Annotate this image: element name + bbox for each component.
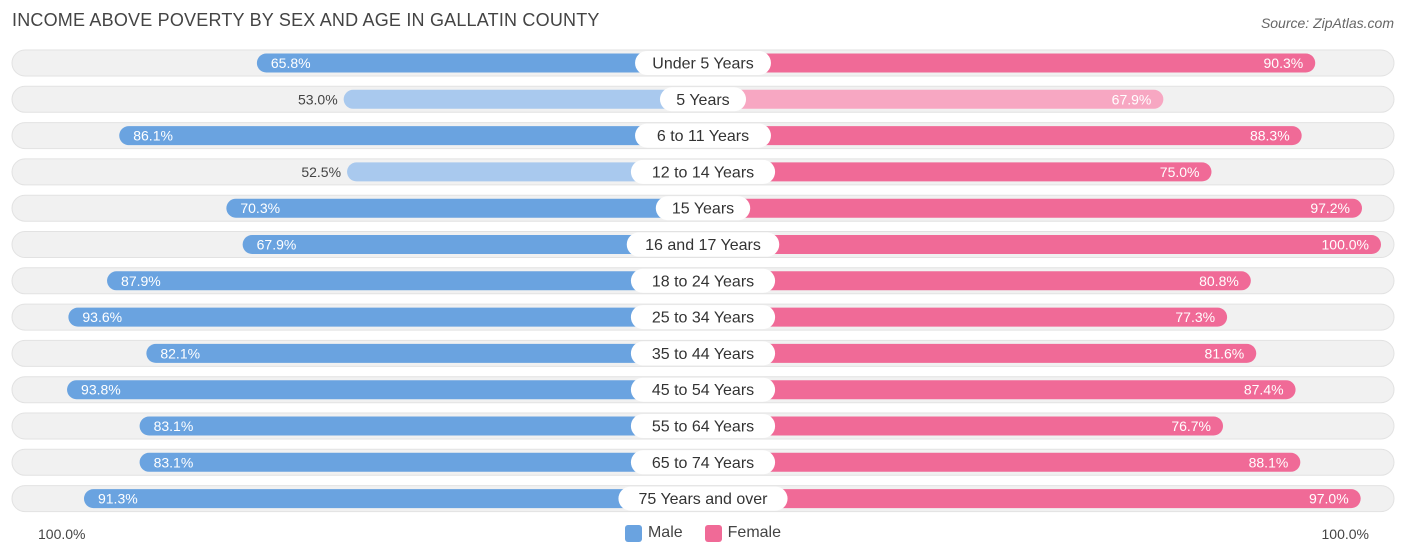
category-label: 18 to 24 Years — [652, 273, 754, 290]
category-pill — [659, 87, 747, 112]
female-value-label: 88.3% — [1250, 128, 1290, 144]
male-value-label: 82.1% — [160, 345, 200, 361]
female-bar — [703, 89, 1164, 109]
category-label: 15 Years — [672, 201, 734, 218]
female-bar — [703, 235, 1381, 254]
category-pill — [630, 377, 776, 402]
category-pill — [635, 123, 771, 148]
category-label: 6 to 11 Years — [657, 128, 749, 145]
category-label: 35 to 44 Years — [652, 346, 754, 363]
male-bar — [343, 89, 703, 109]
female-bar — [703, 271, 1251, 291]
chart-svg: 65.8% 90.3% Under 5 Years 53.0% 67.9% 5 Years… — [11, 49, 1395, 513]
category-pill — [630, 305, 776, 330]
male-bar — [347, 162, 703, 182]
male-value-label: 86.1% — [133, 128, 173, 144]
category-label: 55 to 64 Years — [652, 419, 754, 436]
male-value-label: 91.3% — [98, 491, 138, 507]
female-value-label: 97.0% — [1309, 491, 1349, 507]
female-bar — [703, 307, 1228, 327]
female-value-label: 81.6% — [1205, 345, 1245, 361]
axis-right-label: 100.0% — [1321, 526, 1369, 542]
category-label: 45 to 54 Years — [652, 382, 754, 399]
male-bar — [119, 126, 703, 146]
male-bar — [139, 452, 703, 472]
female-bar — [703, 452, 1301, 472]
category-pill — [630, 341, 776, 366]
category-pill — [626, 232, 780, 257]
female-value-label: 90.3% — [1264, 55, 1304, 71]
female-value-label: 100.0% — [1322, 237, 1369, 253]
female-bar — [703, 198, 1363, 218]
chart-title: INCOME ABOVE POVERTY BY SEX AND AGE IN G… — [12, 10, 600, 30]
category-label: 16 and 17 Years — [645, 237, 761, 254]
category-pill — [635, 51, 771, 75]
female-value-label: 75.0% — [1160, 164, 1200, 180]
female-value-label: 67.9% — [1112, 91, 1152, 107]
category-pill — [630, 268, 776, 293]
category-pill — [618, 486, 788, 511]
male-swatch — [624, 524, 642, 542]
axis-left-label: 100.0% — [38, 526, 86, 542]
female-bar — [703, 380, 1296, 400]
legend: Male Female — [0, 524, 1406, 542]
male-bar — [242, 235, 703, 254]
category-label: 25 to 34 Years — [652, 310, 754, 327]
male-value-label: 93.6% — [82, 309, 122, 325]
female-bar — [703, 416, 1224, 436]
male-bar — [67, 380, 703, 400]
male-value-label: 67.9% — [257, 237, 297, 253]
category-label: 5 Years — [676, 92, 729, 109]
male-value-label: 70.3% — [240, 200, 280, 216]
category-label: Under 5 Years — [652, 56, 753, 73]
category-label: 75 Years and over — [639, 491, 769, 508]
male-bar — [83, 489, 703, 509]
category-label: 65 to 74 Years — [652, 455, 754, 472]
female-value-label: 77.3% — [1175, 309, 1215, 325]
female-value-label: 97.2% — [1310, 200, 1350, 216]
female-swatch — [704, 524, 722, 542]
male-bar — [226, 198, 703, 218]
male-bar — [107, 271, 703, 291]
male-value-label: 53.0% — [298, 91, 338, 107]
male-bar — [68, 307, 704, 327]
male-bar — [256, 53, 703, 73]
female-value-label: 80.8% — [1199, 273, 1239, 289]
source-label: Source: ZipAtlas.com — [1260, 15, 1394, 31]
female-bar — [703, 126, 1302, 146]
legend-item-female: Female — [704, 524, 782, 542]
category-label: 12 to 14 Years — [652, 164, 754, 181]
male-value-label: 93.8% — [81, 382, 121, 398]
category-pill — [655, 196, 751, 221]
male-bar — [139, 416, 703, 436]
male-value-label: 83.1% — [154, 454, 194, 470]
female-bar — [703, 343, 1257, 363]
male-bar — [146, 343, 703, 363]
female-bar — [703, 53, 1316, 73]
legend-male-label: Male — [647, 524, 683, 541]
female-value-label: 88.1% — [1249, 454, 1289, 470]
female-bar — [703, 489, 1361, 509]
category-pill — [630, 450, 776, 475]
legend-female-label: Female — [727, 524, 782, 541]
male-value-label: 65.8% — [271, 55, 311, 71]
legend-item-male: Male — [624, 524, 683, 542]
category-pill — [630, 414, 776, 438]
male-value-label: 83.1% — [154, 418, 194, 434]
category-pill — [630, 159, 776, 184]
male-value-label: 52.5% — [301, 164, 341, 180]
male-value-label: 87.9% — [121, 273, 161, 289]
female-value-label: 87.4% — [1244, 382, 1284, 398]
female-value-label: 76.7% — [1171, 418, 1211, 434]
female-bar — [703, 162, 1212, 182]
